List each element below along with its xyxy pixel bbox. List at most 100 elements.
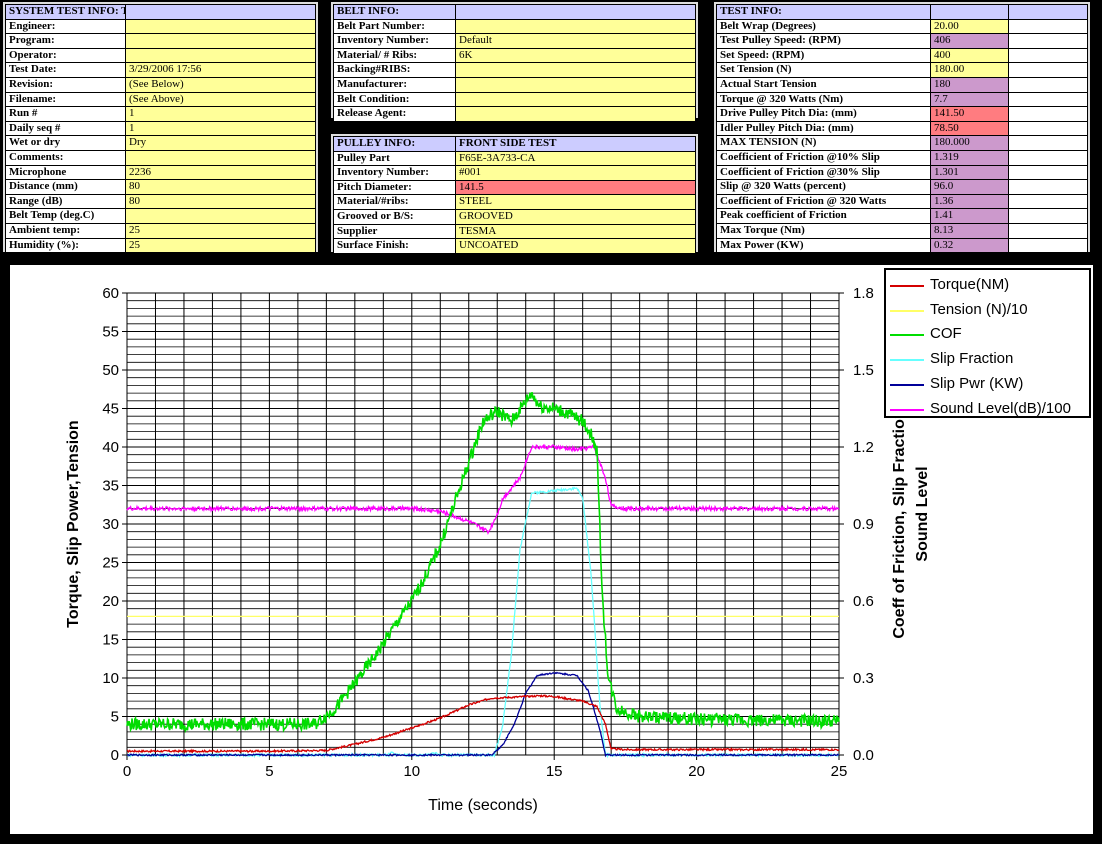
info-value: 400	[930, 47, 1009, 64]
y-tick-label: 55	[102, 324, 119, 341]
info-value: 1	[125, 106, 316, 122]
info-row: Belt Condition:	[333, 91, 696, 108]
info-row: Release Agent:	[333, 106, 696, 122]
info-label: Surface Finish:	[333, 238, 456, 254]
info-spacer	[1008, 91, 1088, 108]
info-value	[930, 4, 1009, 20]
info-row: Comments:	[5, 149, 316, 166]
info-row: Daily seq #1	[5, 120, 316, 137]
belt-info-table: BELT INFO: Belt Part Number: Inventory Num…	[333, 4, 696, 122]
info-row: Material/ # Ribs: 6K	[333, 47, 696, 64]
info-spacer	[1008, 208, 1088, 224]
info-row: Idler Pulley Pitch Dia: (mm) 78.50	[716, 120, 1088, 137]
info-value: FRONT SIDE TEST	[455, 136, 696, 152]
info-row: Torque @ 320 Watts (Nm) 7.7	[716, 91, 1088, 108]
pulley-info-table: PULLEY INFO: FRONT SIDE TEST Pulley Part F6…	[333, 136, 696, 254]
info-label: Max Torque (Nm)	[716, 222, 931, 239]
info-row: Drive Pulley Pitch Dia: (mm) 141.50	[716, 106, 1088, 122]
info-row: MAX TENSION (N) 180.000	[716, 135, 1088, 151]
y-tick-label: 10	[102, 670, 119, 687]
info-label: Backing#RIBS:	[333, 62, 456, 78]
info-label: Belt Wrap (Degrees)	[716, 18, 931, 35]
legend-swatch	[890, 359, 924, 362]
info-value	[455, 76, 696, 93]
legend-label: Slip Pwr (KW)	[930, 374, 1024, 392]
info-value	[125, 33, 316, 49]
info-value: 1.319	[930, 149, 1009, 166]
info-row: Revision: (See Below)	[5, 76, 316, 93]
info-row: Coefficient of Friction @30% Slip 1.301	[716, 164, 1088, 181]
info-row: Humidity (%): 25	[5, 237, 316, 254]
y2-tick-label: 0.9	[853, 516, 874, 533]
info-row: Belt Part Number:	[333, 18, 696, 35]
info-label: Filename:	[5, 91, 126, 108]
legend-label: Slip Fraction	[930, 350, 1014, 368]
info-row: Actual Start Tension 180	[716, 76, 1088, 93]
system-test-info-table: SYSTEM TEST INFO: TORQUE RAMPEngineer:Pr…	[5, 4, 316, 254]
info-label: Inventory Number:	[333, 165, 456, 181]
info-row: Peak coefficient of Friction 1.41	[716, 208, 1088, 224]
info-label: SYSTEM TEST INFO: TORQUE RAMP	[5, 4, 126, 20]
y-tick-label: 20	[102, 593, 119, 610]
info-spacer	[1008, 106, 1088, 122]
series-line	[126, 391, 840, 734]
system-test-info-panel: SYSTEM TEST INFO: TORQUE RAMPEngineer:Pr…	[3, 2, 318, 254]
info-row: Inventory Number: Default	[333, 33, 696, 49]
info-row: Pulley Part F65E-3A733-CA	[333, 150, 696, 167]
info-value: 180.000	[930, 135, 1009, 151]
pulley-info-panel: PULLEY INFO: FRONT SIDE TEST Pulley Part F6…	[331, 134, 698, 254]
info-spacer	[1008, 193, 1088, 210]
info-value: 6K	[455, 47, 696, 64]
info-label: Set Speed: (RPM)	[716, 47, 931, 64]
info-row: Surface Finish: UNCOATED	[333, 238, 696, 254]
info-label: Comments:	[5, 149, 126, 166]
info-label: MAX TENSION (N)	[716, 135, 931, 151]
info-value: 25	[125, 237, 316, 254]
info-label: Coefficient of Friction @30% Slip	[716, 164, 931, 181]
y-tick-label: 0	[111, 747, 119, 764]
x-tick-label: 20	[688, 763, 705, 780]
y2-tick-label: 1.8	[853, 285, 874, 302]
info-spacer	[1008, 237, 1088, 254]
info-row: Inventory Number: #001	[333, 165, 696, 181]
info-label: Supplier	[333, 223, 456, 240]
info-row: Ambient temp: 25	[5, 222, 316, 239]
info-row: Max Power (KW) 0.32	[716, 237, 1088, 254]
info-label: Inventory Number:	[333, 33, 456, 49]
info-row: Program:	[5, 33, 316, 49]
info-row: Operator:	[5, 47, 316, 64]
info-value	[455, 62, 696, 78]
info-row: Coefficient of Friction @ 320 Watts 1.36	[716, 193, 1088, 210]
info-row: Material/#ribs: STEEL	[333, 194, 696, 210]
info-row: Microphone 2236	[5, 164, 316, 181]
info-row: Supplier TESMA	[333, 223, 696, 240]
info-spacer	[1008, 62, 1088, 78]
info-value: 7.7	[930, 91, 1009, 108]
info-value: GROOVED	[455, 208, 696, 225]
legend-swatch	[890, 383, 924, 386]
info-value: 141.50	[930, 106, 1009, 122]
info-value: (See Above)	[125, 91, 316, 108]
legend-label: Tension (N)/10	[930, 300, 1028, 318]
info-label: Belt Condition:	[333, 91, 456, 108]
info-spacer	[1008, 222, 1088, 239]
legend-item: Slip Fraction	[890, 348, 1090, 372]
x-tick-label: 25	[831, 763, 848, 780]
info-value: F65E-3A733-CA	[455, 150, 696, 167]
info-row: Filename: (See Above)	[5, 91, 316, 108]
info-value: 25	[125, 222, 316, 239]
info-label: Slip @ 320 Watts (percent)	[716, 179, 931, 195]
info-label: Drive Pulley Pitch Dia: (mm)	[716, 106, 931, 122]
info-row: BELT INFO:	[333, 4, 696, 20]
legend-swatch	[890, 285, 924, 287]
info-spacer	[1008, 4, 1088, 20]
info-label: Peak coefficient of Friction	[716, 208, 931, 224]
info-value	[125, 208, 316, 224]
info-label: Idler Pulley Pitch Dia: (mm)	[716, 120, 931, 137]
info-row: Range (dB) 80	[5, 193, 316, 210]
info-label: Belt Temp (deg.C)	[5, 208, 126, 224]
series-line	[127, 694, 840, 754]
legend-swatch	[890, 334, 924, 337]
info-label: Actual Start Tension	[716, 76, 931, 93]
legend-swatch	[890, 408, 924, 411]
